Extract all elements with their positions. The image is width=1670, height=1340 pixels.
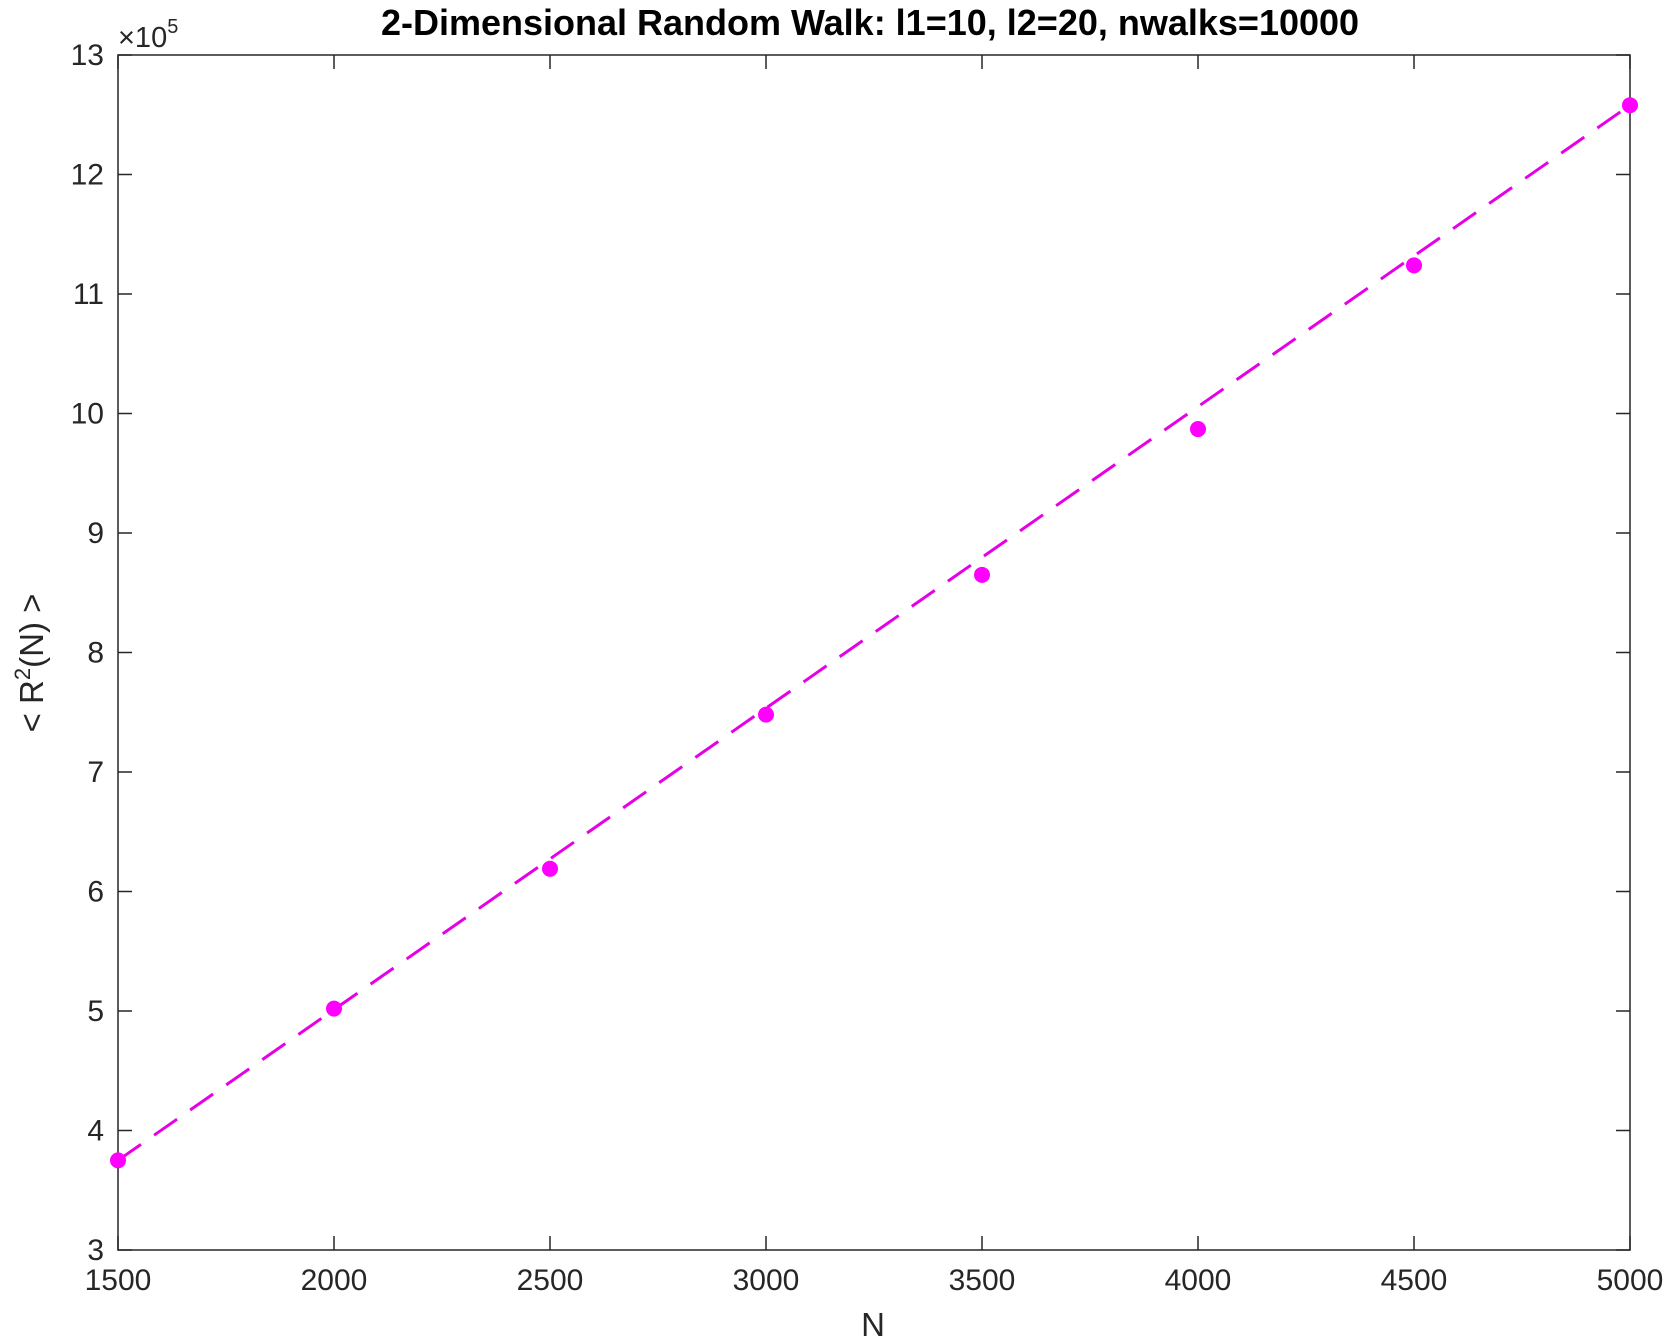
x-tick-label: 1500 bbox=[85, 1264, 152, 1297]
x-tick-label: 4500 bbox=[1381, 1264, 1448, 1297]
y-tick-label: 3 bbox=[87, 1234, 104, 1267]
y-tick-label: 10 bbox=[71, 398, 104, 431]
x-tick-label: 3500 bbox=[949, 1264, 1016, 1297]
y-axis-label-suffix: (N) > bbox=[13, 594, 50, 668]
y-tick-label: 9 bbox=[87, 517, 104, 550]
data-point bbox=[326, 1000, 342, 1017]
series-layer bbox=[110, 97, 1638, 1169]
y-axis-exponent-base: ×10 bbox=[118, 22, 167, 54]
y-axis-exponent: ×105 bbox=[118, 16, 178, 54]
data-point bbox=[1406, 257, 1422, 274]
y-axis-label: < R2(N) > bbox=[10, 594, 50, 733]
y-axis: 3 4 5 6 7 8 9 10 11 12 13 bbox=[71, 39, 1630, 1267]
x-tick-label: 5000 bbox=[1597, 1264, 1664, 1297]
data-point bbox=[542, 860, 558, 877]
data-point bbox=[1622, 97, 1638, 114]
chart-title: 2-Dimensional Random Walk: l1=10, l2=20,… bbox=[381, 2, 1359, 43]
y-tick-label: 13 bbox=[71, 39, 104, 72]
y-axis-exponent-power: 5 bbox=[167, 16, 178, 38]
data-point bbox=[110, 1152, 126, 1169]
data-point bbox=[1190, 421, 1206, 438]
y-axis-label-superscript: 2 bbox=[10, 668, 35, 680]
y-tick-label: 12 bbox=[71, 159, 104, 192]
x-tick-label: 2500 bbox=[517, 1264, 584, 1297]
x-tick-label: 4000 bbox=[1165, 1264, 1232, 1297]
y-tick-label: 6 bbox=[87, 876, 104, 909]
y-tick-label: 4 bbox=[87, 1115, 104, 1148]
y-tick-label: 5 bbox=[87, 995, 104, 1028]
data-point bbox=[758, 706, 774, 723]
y-tick-label: 8 bbox=[87, 637, 104, 670]
x-tick-label: 3000 bbox=[733, 1264, 800, 1297]
x-axis-label: N bbox=[861, 1306, 885, 1340]
plot-frame bbox=[117, 54, 1631, 1251]
x-tick-label: 2000 bbox=[301, 1264, 368, 1297]
y-tick-label: 11 bbox=[73, 278, 104, 311]
y-tick-label: 7 bbox=[87, 756, 104, 789]
x-axis: 1500 2000 2500 3000 3500 4000 4500 5000 bbox=[85, 55, 1664, 1297]
data-point bbox=[974, 566, 990, 583]
plot-area bbox=[117, 54, 1631, 1251]
y-axis-label-prefix: < R bbox=[13, 680, 50, 732]
